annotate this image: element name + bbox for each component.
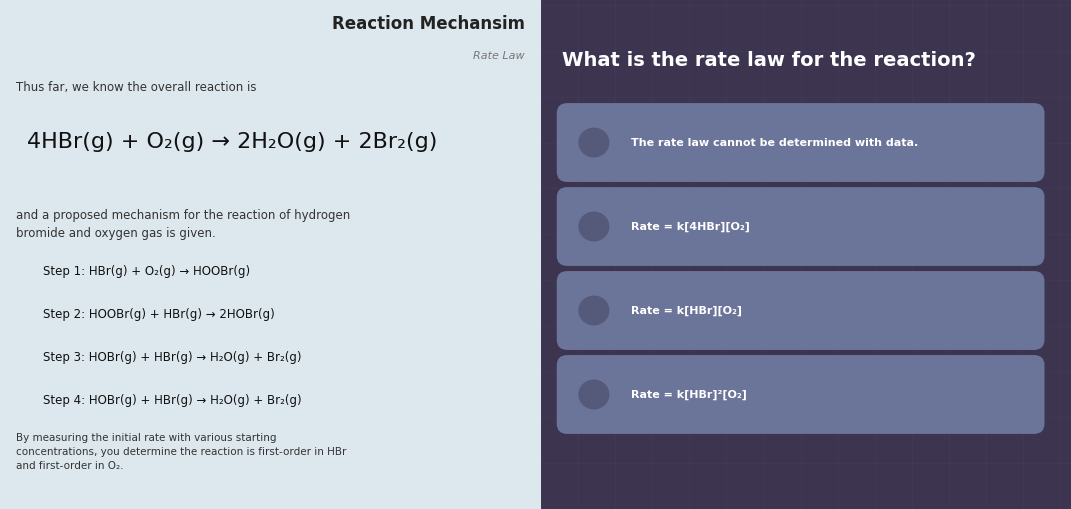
Text: Reaction Mechansim: Reaction Mechansim (332, 15, 525, 33)
Circle shape (579, 380, 608, 409)
Text: Step 2: HOOBr(g) + HBr(g) → 2HOBr(g): Step 2: HOOBr(g) + HBr(g) → 2HOBr(g) (43, 308, 275, 321)
Text: What is the rate law for the reaction?: What is the rate law for the reaction? (562, 51, 976, 70)
Text: Rate = k[HBr][O₂]: Rate = k[HBr][O₂] (631, 305, 742, 316)
Text: Step 4: HOBr(g) + HBr(g) → H₂O(g) + Br₂(g): Step 4: HOBr(g) + HBr(g) → H₂O(g) + Br₂(… (43, 394, 302, 408)
FancyBboxPatch shape (557, 271, 1044, 350)
Text: The rate law cannot be determined with data.: The rate law cannot be determined with d… (631, 137, 918, 148)
Text: Rate = k[HBr]²[O₂]: Rate = k[HBr]²[O₂] (631, 389, 746, 400)
FancyBboxPatch shape (557, 103, 1044, 182)
Circle shape (579, 296, 608, 325)
Text: Step 1: HBr(g) + O₂(g) → HOOBr(g): Step 1: HBr(g) + O₂(g) → HOOBr(g) (43, 265, 251, 278)
Circle shape (579, 212, 608, 241)
FancyBboxPatch shape (557, 187, 1044, 266)
Text: Step 3: HOBr(g) + HBr(g) → H₂O(g) + Br₂(g): Step 3: HOBr(g) + HBr(g) → H₂O(g) + Br₂(… (43, 351, 302, 364)
Circle shape (579, 128, 608, 157)
Text: Rate Law: Rate Law (473, 51, 525, 61)
FancyBboxPatch shape (557, 355, 1044, 434)
Text: and a proposed mechanism for the reaction of hydrogen
bromide and oxygen gas is : and a proposed mechanism for the reactio… (16, 209, 350, 240)
Text: 4HBr(g) + O₂(g) → 2H₂O(g) + 2Br₂(g): 4HBr(g) + O₂(g) → 2H₂O(g) + 2Br₂(g) (27, 132, 437, 152)
Text: By measuring the initial rate with various starting
concentrations, you determin: By measuring the initial rate with vario… (16, 433, 347, 471)
Text: Rate = k[4HBr][O₂]: Rate = k[4HBr][O₂] (631, 221, 750, 232)
Text: Thus far, we know the overall reaction is: Thus far, we know the overall reaction i… (16, 81, 257, 95)
